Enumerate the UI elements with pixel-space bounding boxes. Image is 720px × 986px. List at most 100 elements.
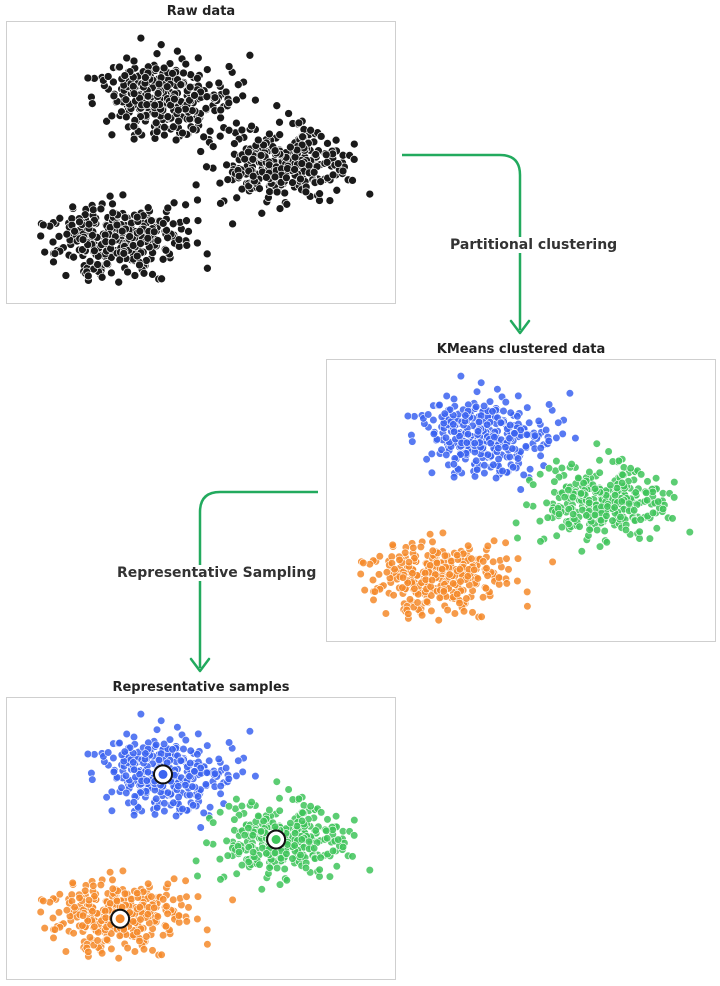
data-point	[206, 803, 215, 812]
data-point	[579, 478, 588, 488]
data-point	[36, 907, 45, 917]
data-point	[282, 876, 291, 885]
data-point	[107, 237, 117, 247]
data-point	[150, 903, 159, 912]
data-point	[202, 249, 212, 259]
data-point	[522, 430, 531, 439]
data-point	[216, 808, 225, 817]
data-point	[216, 199, 225, 208]
data-point	[202, 768, 211, 777]
data-point	[424, 410, 433, 419]
data-point	[78, 921, 87, 930]
data-point	[257, 208, 267, 218]
data-point	[438, 528, 447, 537]
data-point	[228, 219, 237, 229]
data-point	[477, 612, 486, 621]
data-point	[139, 268, 149, 278]
data-point	[122, 53, 132, 63]
data-point	[488, 407, 497, 416]
data-point	[297, 159, 307, 168]
data-point	[282, 199, 292, 209]
data-point	[456, 372, 465, 381]
data-point	[256, 151, 266, 160]
data-point	[557, 463, 566, 473]
data-point	[240, 831, 249, 840]
data-point	[530, 431, 540, 440]
data-point	[70, 226, 79, 236]
data-point	[136, 710, 145, 719]
data-point	[404, 558, 414, 567]
data-point	[55, 213, 65, 223]
data-point	[93, 936, 102, 945]
data-point	[223, 175, 233, 184]
data-point	[154, 755, 164, 765]
data-point	[262, 849, 271, 858]
data-point	[526, 465, 535, 474]
data-point	[169, 198, 179, 208]
data-point	[301, 187, 311, 197]
data-point	[102, 259, 112, 269]
data-point	[275, 130, 285, 140]
data-point	[216, 781, 225, 791]
data-point	[513, 412, 522, 421]
data-point	[375, 552, 384, 561]
data-point	[453, 590, 462, 599]
data-point	[143, 768, 153, 777]
data-point	[501, 397, 510, 407]
data-point	[536, 443, 545, 453]
data-point	[152, 49, 162, 59]
data-point	[184, 903, 193, 912]
data-point	[204, 80, 214, 90]
data-point	[602, 511, 611, 520]
data-point	[408, 569, 417, 578]
data-point	[443, 605, 452, 615]
data-point	[120, 889, 130, 898]
data-point	[333, 159, 343, 168]
data-point	[349, 139, 359, 149]
data-point	[186, 758, 195, 768]
data-point	[230, 139, 239, 148]
data-point	[365, 189, 375, 199]
data-point	[69, 929, 78, 938]
data-point	[265, 129, 274, 139]
data-point	[202, 92, 212, 102]
data-point	[174, 116, 183, 126]
data-point	[483, 541, 492, 551]
data-point	[323, 834, 332, 843]
data-point	[332, 185, 342, 195]
samples-panel	[6, 697, 396, 980]
data-point	[514, 391, 523, 401]
data-point	[118, 866, 127, 875]
data-point	[83, 916, 92, 925]
data-point	[121, 112, 131, 122]
data-point	[214, 78, 224, 88]
data-point	[592, 439, 601, 448]
data-point	[509, 463, 518, 472]
data-point	[390, 565, 399, 574]
data-point	[147, 216, 156, 225]
data-point	[87, 99, 97, 108]
data-point	[174, 911, 183, 920]
data-point	[512, 518, 521, 527]
data-point	[129, 732, 139, 742]
data-point	[69, 252, 78, 262]
data-point	[190, 91, 199, 100]
data-point	[368, 575, 378, 585]
data-point	[449, 427, 459, 436]
data-point	[479, 557, 488, 566]
data-point	[202, 162, 211, 172]
data-point	[178, 128, 187, 138]
data-point	[50, 925, 60, 934]
data-point	[161, 922, 170, 931]
data-point	[311, 150, 321, 159]
data-point	[173, 723, 182, 732]
data-point	[286, 819, 295, 828]
data-point	[210, 769, 220, 778]
data-point	[259, 816, 268, 826]
data-point	[157, 716, 166, 725]
data-point	[153, 803, 162, 812]
data-point	[481, 584, 490, 593]
kmeans-scatter	[356, 372, 694, 625]
data-point	[568, 493, 577, 502]
data-point	[544, 436, 553, 445]
